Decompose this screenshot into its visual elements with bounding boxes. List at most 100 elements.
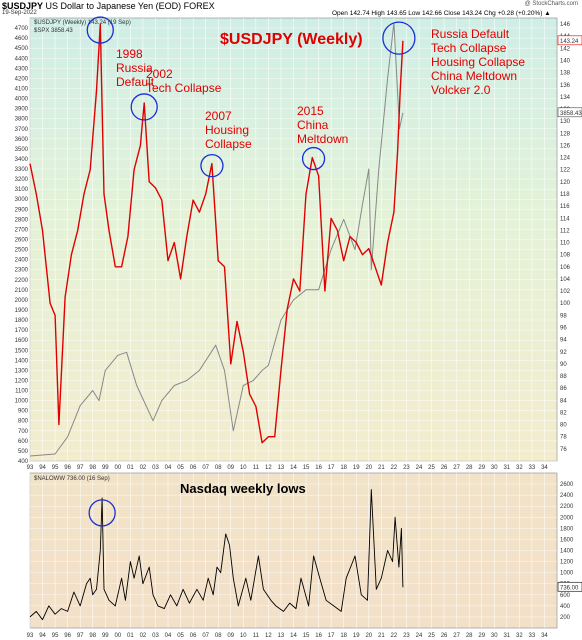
- x-tick-label: 28: [466, 633, 473, 639]
- x-tick-label: 07: [202, 633, 209, 639]
- x-tick-label: 33: [529, 465, 536, 471]
- left-axis-tick-label: 4200: [15, 76, 29, 82]
- right-axis-tick-label: 136: [560, 83, 571, 89]
- x-tick-label: 09: [227, 633, 234, 639]
- x-tick-label: 18: [340, 633, 347, 639]
- left-axis-tick-label: 4500: [15, 46, 29, 52]
- x-tick-label: 23: [403, 633, 410, 639]
- peak-2007-circle: [200, 153, 224, 178]
- left-axis-tick-label: 2600: [15, 238, 29, 244]
- x-tick-label: 11: [253, 465, 260, 471]
- left-axis-tick-label: 3000: [15, 197, 29, 203]
- peak-2015-circle: [301, 146, 326, 171]
- right-axis-tick-label: 138: [560, 71, 571, 77]
- close-value: Close 143.24: [443, 10, 483, 17]
- x-tick-label: 03: [152, 633, 159, 639]
- x-tick-label: 93: [27, 465, 34, 471]
- x-tick-label: 31: [503, 465, 510, 471]
- x-tick-label: 22: [391, 465, 398, 471]
- left-axis-tick-label: 900: [18, 409, 29, 415]
- x-tick-label: 17: [328, 633, 335, 639]
- annotation-label: Russia Default Tech Collapse Housing Colla…: [431, 27, 525, 97]
- right-axis-tick-label: 106: [560, 265, 571, 271]
- left-axis-tick-label: 4100: [15, 86, 29, 92]
- x-tick-label: 97: [77, 633, 84, 639]
- right-axis-tick-label: 146: [560, 22, 571, 28]
- left-axis-tick-label: 1800: [15, 318, 29, 324]
- x-tick-label: 30: [491, 465, 498, 471]
- x-tick-label: 30: [491, 633, 498, 639]
- x-tick-label: 97: [77, 465, 84, 471]
- right-axis-tick-label: 134: [560, 95, 571, 101]
- x-tick-label: 12: [265, 465, 272, 471]
- lower-axis-tick-label: 600: [560, 593, 571, 599]
- x-tick-label: 33: [529, 633, 536, 639]
- x-tick-label: 96: [64, 465, 71, 471]
- x-tick-label: 10: [240, 465, 247, 471]
- left-axis-tick-label: 1700: [15, 328, 29, 334]
- x-tick-label: 09: [227, 465, 234, 471]
- x-tick-label: 34: [541, 633, 548, 639]
- x-tick-label: 24: [416, 465, 423, 471]
- peak-2002-circle: [130, 93, 158, 121]
- right-axis-tick-label: 116: [560, 204, 570, 210]
- right-axis-tick-label: 110: [560, 241, 570, 247]
- right-axis-tick-label: 90: [560, 362, 567, 368]
- x-tick-label: 01: [127, 633, 134, 639]
- right-axis-tick-label: 142: [560, 46, 571, 52]
- x-tick-label: 22: [391, 633, 398, 639]
- x-tick-label: 20: [365, 633, 372, 639]
- left-axis-tick-label: 1100: [15, 389, 29, 395]
- x-tick-label: 32: [516, 633, 523, 639]
- left-axis-tick-label: 1900: [15, 308, 29, 314]
- right-axis-tick-label: 76: [560, 447, 567, 453]
- series-line-usdjpy: [29, 23, 404, 444]
- left-axis-tick-label: 2500: [15, 248, 29, 254]
- high-value: High 143.65: [371, 10, 407, 17]
- x-tick-label: 06: [190, 465, 197, 471]
- right-axis-tick-label: 96: [560, 325, 567, 331]
- left-axis-tick-label: 1400: [15, 358, 29, 364]
- annotation-label: 2007 Housing Collapse: [205, 109, 252, 151]
- x-tick-label: 27: [453, 633, 460, 639]
- x-tick-label: 95: [52, 465, 59, 471]
- low-value: Low 142.66: [408, 10, 442, 17]
- lower-axis-tick-label: 1000: [560, 571, 574, 577]
- x-tick-label: 23: [403, 465, 410, 471]
- x-tick-label: 99: [102, 465, 109, 471]
- x-tick-label: 96: [64, 633, 71, 639]
- x-tick-label: 08: [215, 465, 222, 471]
- x-tick-label: 21: [378, 465, 385, 471]
- legend-usdjpy: $USDJPY (Weekly) 143.24 (19 Sep): [34, 20, 131, 26]
- x-tick-label: 10: [240, 633, 247, 639]
- left-axis-tick-label: 2700: [15, 227, 29, 233]
- peak-2022-circle: [382, 21, 416, 55]
- x-tick-label: 29: [478, 465, 485, 471]
- header-description: US Dollar to Japanese Yen (EOD) FOREX: [45, 1, 215, 11]
- left-axis-tick-label: 3600: [15, 137, 29, 143]
- x-tick-label: 16: [315, 633, 322, 639]
- x-tick-label: 26: [441, 465, 448, 471]
- last-value-nalow-box: [557, 581, 582, 592]
- x-tick-label: 14: [290, 633, 297, 639]
- x-tick-label: 11: [253, 633, 260, 639]
- x-tick-label: 25: [428, 633, 435, 639]
- left-axis-tick-label: 1500: [15, 348, 29, 354]
- x-tick-label: 06: [190, 633, 197, 639]
- series-line-nalow: [29, 489, 404, 621]
- x-tick-label: 95: [52, 633, 59, 639]
- left-axis-tick-label: 3500: [15, 147, 29, 153]
- right-axis-tick-label: 118: [560, 192, 570, 198]
- x-tick-label: 32: [516, 465, 523, 471]
- left-axis-tick-label: 800: [18, 419, 29, 425]
- annotation-label: 1998 Russia Default: [116, 47, 155, 89]
- x-tick-label: 05: [177, 633, 184, 639]
- x-tick-label: 27: [453, 465, 460, 471]
- legend-nalow: $NALOWW 736.00 (16 Sep): [34, 476, 110, 482]
- x-tick-label: 31: [503, 633, 510, 639]
- lower-axis-tick-label: 2000: [560, 515, 574, 521]
- x-tick-label: 20: [365, 465, 372, 471]
- x-tick-label: 25: [428, 465, 435, 471]
- left-axis-tick-label: 3300: [15, 167, 29, 173]
